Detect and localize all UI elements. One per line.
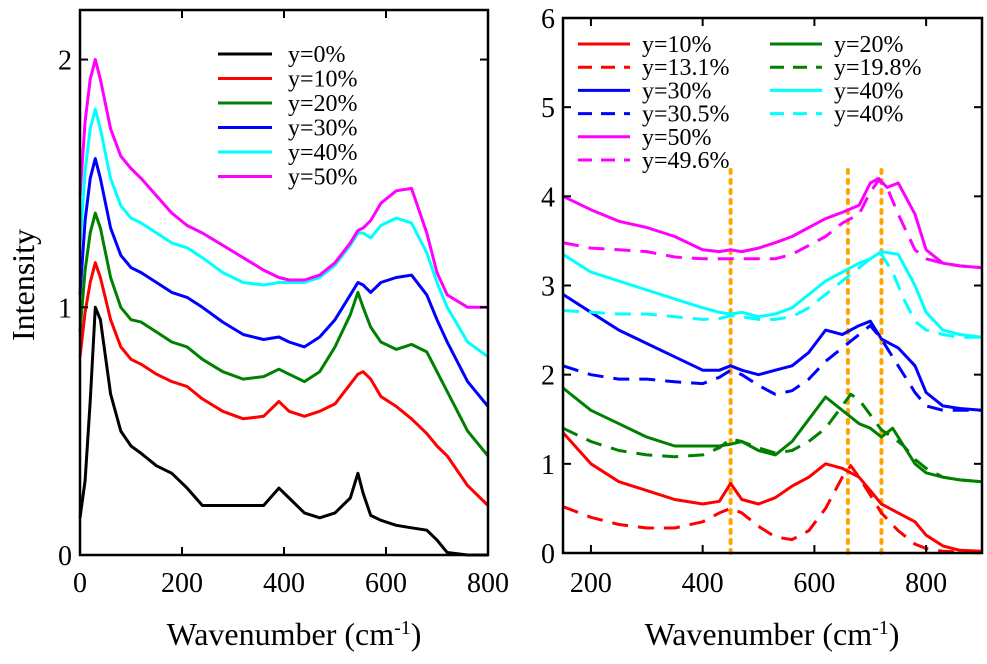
left-series-y0-solid — [78, 305, 488, 557]
left-panel: 0 200 400 600 800 0 1 2 y=0%y=10%y=20%y=30%y=40… — [5, 8, 509, 652]
right-ticks: 200 400 600 800 0 1 2 3 4 5 6 — [541, 4, 982, 599]
left-x-tick-label: 200 — [161, 568, 203, 599]
left-y-axis-label: Intensity — [5, 229, 41, 341]
left-series-y40-solid — [78, 107, 489, 359]
right-legend-label: y=40% — [834, 78, 904, 104]
right-x-axis-label-close: ) — [889, 616, 900, 652]
right-legend-label: y=49.6% — [642, 148, 730, 174]
right-series-y40-solid — [562, 250, 983, 339]
right-y-tick-label: 4 — [541, 182, 555, 213]
right-series-y20-solid — [562, 386, 983, 484]
right-legend-label: y=13.1% — [642, 55, 730, 81]
left-x-tick-label: 800 — [467, 568, 509, 599]
left-legend-label: y=10% — [288, 67, 358, 93]
right-legend-label: y=30% — [642, 78, 712, 104]
left-series-y10-solid — [78, 261, 490, 507]
right-legend-label: y=50% — [642, 125, 712, 151]
right-series-y40-dashed — [562, 252, 982, 339]
right-x-axis-label: Wavenumber (cm-1) — [645, 616, 900, 652]
right-x-tick-label: 800 — [905, 568, 947, 599]
right-y-tick-label: 2 — [541, 361, 555, 392]
right-x-tick-label: 200 — [570, 568, 612, 599]
left-legend-label: y=0% — [288, 42, 346, 68]
left-ticks: 0 200 400 600 800 0 1 2 — [58, 10, 509, 599]
left-x-axis-label-close: ) — [411, 616, 422, 652]
left-x-axis-label-sup: -1 — [394, 617, 411, 639]
right-series-lines — [561, 177, 983, 555]
right-x-axis-label-main: Wavenumber (cm — [645, 616, 873, 652]
right-series-y50-solid — [562, 177, 983, 270]
left-y-tick-label: 2 — [58, 46, 72, 77]
right-reference-lines — [728, 167, 884, 555]
left-x-axis-label-main: Wavenumber (cm — [167, 616, 395, 652]
right-y-tick-label: 6 — [541, 4, 555, 35]
left-x-tick-label: 400 — [263, 568, 305, 599]
left-series-y20-solid — [78, 211, 490, 457]
left-series-y50-solid — [78, 58, 488, 309]
left-legend: y=0%y=10%y=20%y=30%y=40%y=50% — [218, 42, 358, 191]
right-plot-frame — [561, 16, 984, 555]
left-x-tick-label: 0 — [73, 568, 87, 599]
right-series-y19.8-dashed — [562, 392, 983, 484]
right-series-y30-solid — [562, 293, 983, 412]
right-x-axis-label-sup: -1 — [872, 617, 889, 639]
right-y-tick-label: 3 — [541, 272, 555, 303]
right-x-tick-label: 400 — [682, 568, 724, 599]
left-series-y30-solid — [78, 157, 490, 408]
left-y-tick-label: 1 — [58, 293, 72, 324]
right-panel: 200 400 600 800 0 1 2 3 4 5 6 y=10%y=13.1%y=30%y=3… — [541, 4, 984, 652]
right-series-y30.5-dashed — [562, 324, 982, 412]
right-series-y49.6-dashed — [562, 178, 983, 270]
right-legend: y=10%y=13.1%y=30%y=30.5%y=50%y=49.6% y=20… — [578, 32, 922, 174]
left-legend-label: y=40% — [288, 140, 358, 166]
right-legend-label: y=20% — [834, 32, 904, 58]
left-legend-label: y=30% — [288, 116, 358, 142]
right-legend-label: y=40% — [834, 102, 904, 128]
left-x-axis-label: Wavenumber (cm-1) — [167, 616, 422, 652]
right-legend-label: y=10% — [642, 32, 712, 58]
right-y-tick-label: 0 — [541, 539, 555, 570]
left-legend-label: y=50% — [288, 165, 358, 191]
right-legend-label: y=19.8% — [834, 55, 922, 81]
left-legend-label: y=20% — [288, 91, 358, 117]
left-y-tick-label: 0 — [58, 541, 72, 572]
right-series-y13.1-dashed — [562, 464, 983, 555]
right-y-tick-label: 1 — [541, 450, 555, 481]
right-x-tick-label: 600 — [793, 568, 835, 599]
left-x-tick-label: 600 — [365, 568, 407, 599]
right-y-tick-label: 5 — [541, 93, 555, 124]
right-series-y10-solid — [561, 431, 983, 553]
right-legend-label: y=30.5% — [642, 102, 730, 128]
left-series-lines — [78, 58, 490, 557]
